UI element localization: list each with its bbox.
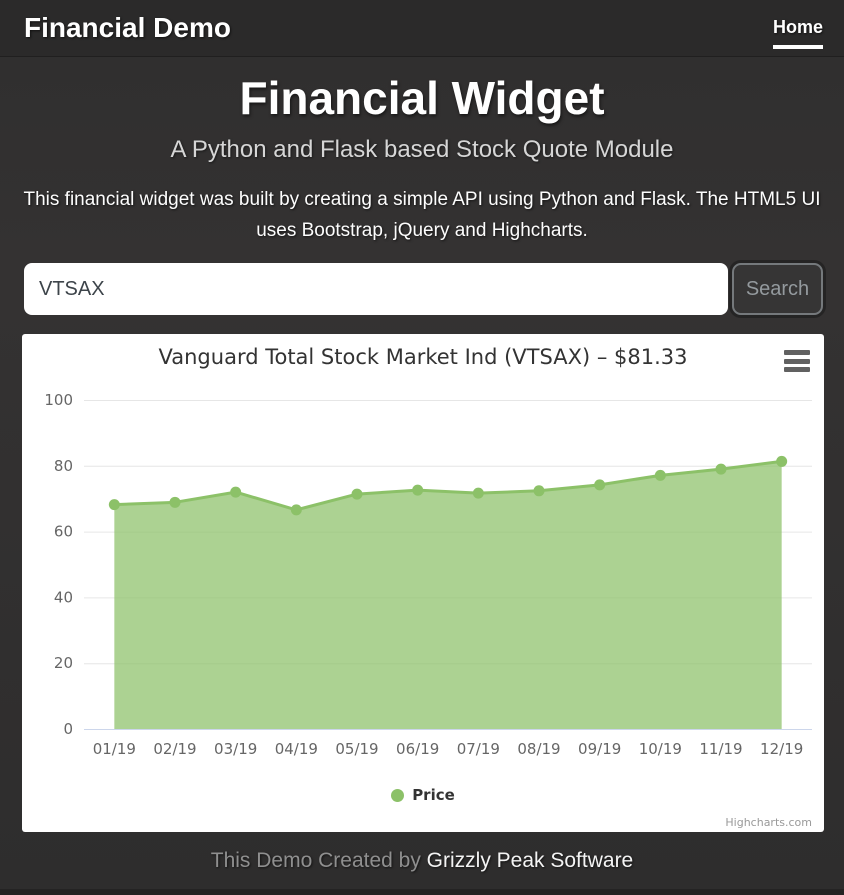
svg-text:04/19: 04/19 [275,740,318,758]
price-chart-svg[interactable]: 0 20 40 60 80 100 01/19 02/19 03/19 04/19 05/19 06/… [22,334,824,832]
svg-text:100: 100 [44,391,73,409]
nav-home-link[interactable]: Home [772,17,823,49]
svg-text:10/19: 10/19 [639,740,682,758]
svg-text:03/19: 03/19 [214,740,257,758]
svg-text:08/19: 08/19 [517,740,560,758]
footer-company-link[interactable]: Grizzly Peak Software [426,849,634,872]
chart-context-menu-button[interactable] [783,349,811,373]
hamburger-icon [784,367,810,372]
svg-text:0: 0 [63,720,73,738]
page-title: Financial Widget [239,72,605,124]
svg-text:06/19: 06/19 [396,740,439,758]
svg-text:20: 20 [54,654,73,672]
footer-text: This Demo Created by [210,849,427,872]
search-bar: Search [24,263,823,315]
svg-text:12/19: 12/19 [760,740,803,758]
svg-text:40: 40 [54,588,73,606]
search-input[interactable] [24,263,728,315]
page-description: This financial widget was built by creat… [23,189,821,241]
hamburger-icon [784,350,810,355]
legend-label: Price [412,786,455,804]
svg-text:09/19: 09/19 [578,740,621,758]
svg-text:11/19: 11/19 [699,740,742,758]
svg-text:02/19: 02/19 [153,740,196,758]
hamburger-icon [784,358,810,364]
hero-section: Financial Widget A Python and Flask base… [0,72,844,246]
svg-text:05/19: 05/19 [335,740,378,758]
svg-text:60: 60 [54,523,73,541]
navbar: Financial Demo Home [0,0,844,57]
stock-chart-card: Vanguard Total Stock Market Ind (VTSAX) … [22,334,824,832]
chart-title: Vanguard Total Stock Market Ind (VTSAX) … [158,345,688,369]
svg-text:80: 80 [54,457,73,475]
app-title: Financial Demo [24,12,231,43]
highcharts-credits-link[interactable]: Highcharts.com [725,816,812,829]
page-subtitle: A Python and Flask based Stock Quote Mod… [170,136,674,163]
footer: This Demo Created by Grizzly Peak Softwa… [0,849,844,873]
bottom-edge-divider [0,889,844,895]
svg-text:01/19: 01/19 [93,740,136,758]
legend-item-price[interactable]: Price [22,786,824,804]
search-button[interactable]: Search [732,263,823,315]
legend-marker-icon [391,788,405,802]
svg-text:07/19: 07/19 [457,740,500,758]
